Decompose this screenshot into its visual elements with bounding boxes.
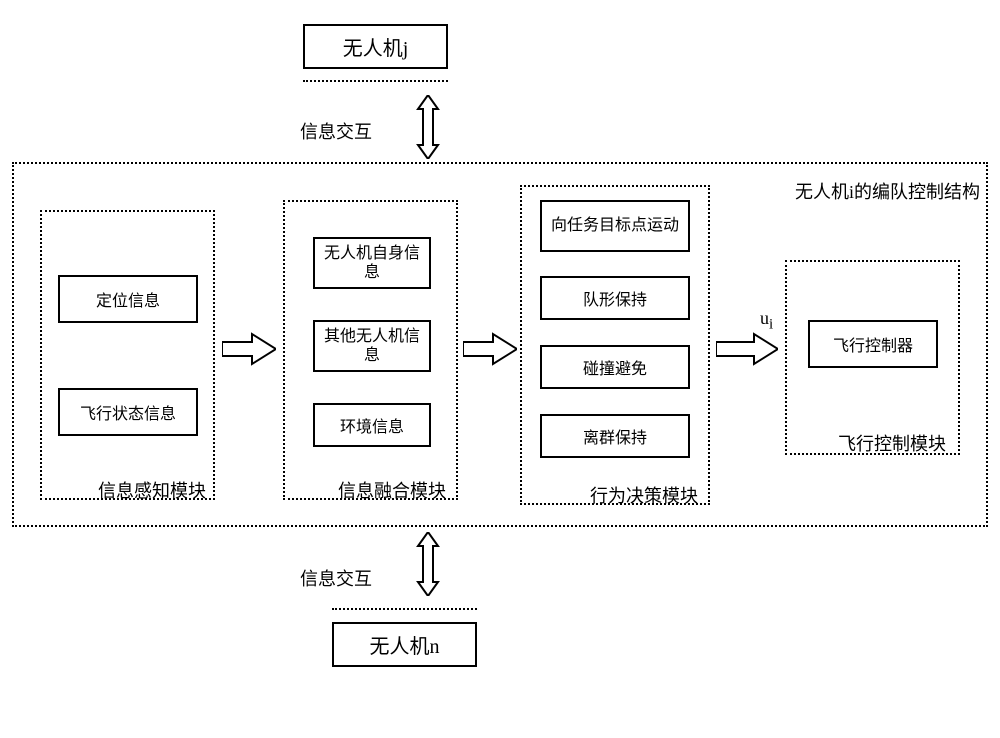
uav-n-label: 无人机n (370, 630, 440, 659)
perception-item-0: 定位信息 (58, 275, 198, 323)
uav-n-ellipsis (332, 608, 477, 610)
interaction-arrow-bottom (413, 532, 443, 601)
fusion-item-2: 环境信息 (313, 403, 431, 447)
fusion-item-0: 无人机自身信息 (313, 237, 431, 289)
control-item-0-label: 飞行控制器 (833, 332, 913, 356)
uav-n-box: 无人机n (332, 622, 477, 667)
perception-label: 信息感知模块 (98, 477, 206, 503)
decision-item-3-label: 离群保持 (583, 424, 647, 448)
uav-j-box: 无人机j (303, 24, 448, 69)
u-i-text: u (760, 308, 769, 328)
decision-item-3: 离群保持 (540, 414, 690, 458)
decision-item-2-label: 碰撞避免 (583, 355, 647, 379)
interaction-bottom-label: 信息交互 (300, 565, 372, 591)
container-title: 无人机i的编队控制结构 (795, 178, 980, 204)
decision-label: 行为决策模块 (590, 482, 698, 508)
decision-item-0: 向任务目标点运动 (540, 200, 690, 252)
arrow-perception-fusion (222, 332, 276, 366)
control-label: 飞行控制模块 (838, 430, 946, 456)
uav-j-label: 无人机j (343, 32, 409, 61)
fusion-item-2-label: 环境信息 (340, 413, 404, 437)
uav-j-ellipsis (303, 80, 448, 82)
u-i-label: ui (760, 308, 773, 334)
perception-item-1: 飞行状态信息 (58, 388, 198, 436)
decision-item-1-label: 队形保持 (583, 286, 647, 310)
arrow-decision-control (716, 332, 778, 366)
fusion-item-1-label: 其他无人机信息 (319, 327, 425, 365)
perception-module (40, 210, 215, 500)
fusion-label: 信息融合模块 (338, 477, 446, 503)
arrow-fusion-decision (463, 332, 517, 366)
control-item-0: 飞行控制器 (808, 320, 938, 368)
interaction-arrow-top (413, 95, 443, 164)
perception-item-1-label: 飞行状态信息 (80, 400, 176, 424)
fusion-item-0-label: 无人机自身信息 (319, 244, 425, 282)
fusion-item-1: 其他无人机信息 (313, 320, 431, 372)
decision-item-1: 队形保持 (540, 276, 690, 320)
perception-item-0-label: 定位信息 (96, 287, 160, 311)
interaction-top-label: 信息交互 (300, 118, 372, 144)
decision-item-2: 碰撞避免 (540, 345, 690, 389)
decision-item-0-label: 向任务目标点运动 (551, 216, 679, 235)
u-i-sub: i (769, 317, 773, 333)
